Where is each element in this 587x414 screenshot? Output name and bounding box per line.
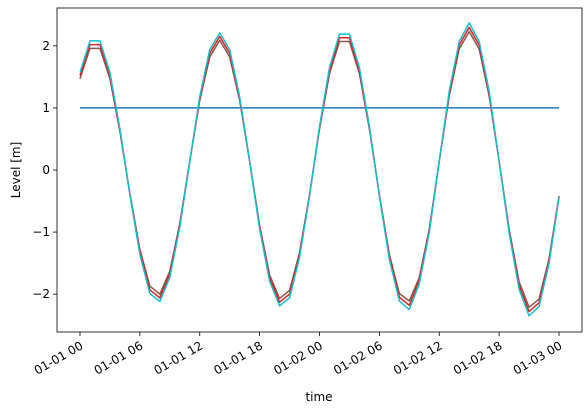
x-axis-label: time xyxy=(305,390,332,404)
series-line xyxy=(79,26,560,313)
x-tick-label: 01-02 12 xyxy=(391,338,445,377)
plot-frame xyxy=(56,7,583,333)
x-tick-label: 01-01 00 xyxy=(32,338,86,377)
y-tick-label: −2 xyxy=(32,287,50,301)
x-tick-label: 01-02 00 xyxy=(271,338,325,377)
x-tick-label: 01-01 12 xyxy=(152,338,206,377)
y-tick-label: −1 xyxy=(32,225,50,239)
y-tick-label: 2 xyxy=(42,39,50,53)
x-tick-label: 01-01 18 xyxy=(211,338,265,377)
series-line xyxy=(79,22,560,317)
x-tick-label: 01-01 06 xyxy=(92,338,146,377)
y-tick-label: 1 xyxy=(42,101,50,115)
y-axis-label: Level [m] xyxy=(9,142,23,199)
x-tick-label: 01-03 00 xyxy=(511,338,565,377)
x-tick-label: 01-02 06 xyxy=(331,338,385,377)
y-tick-label: 0 xyxy=(42,163,50,177)
x-tick-label: 01-02 18 xyxy=(451,338,505,377)
series-line xyxy=(79,30,560,308)
